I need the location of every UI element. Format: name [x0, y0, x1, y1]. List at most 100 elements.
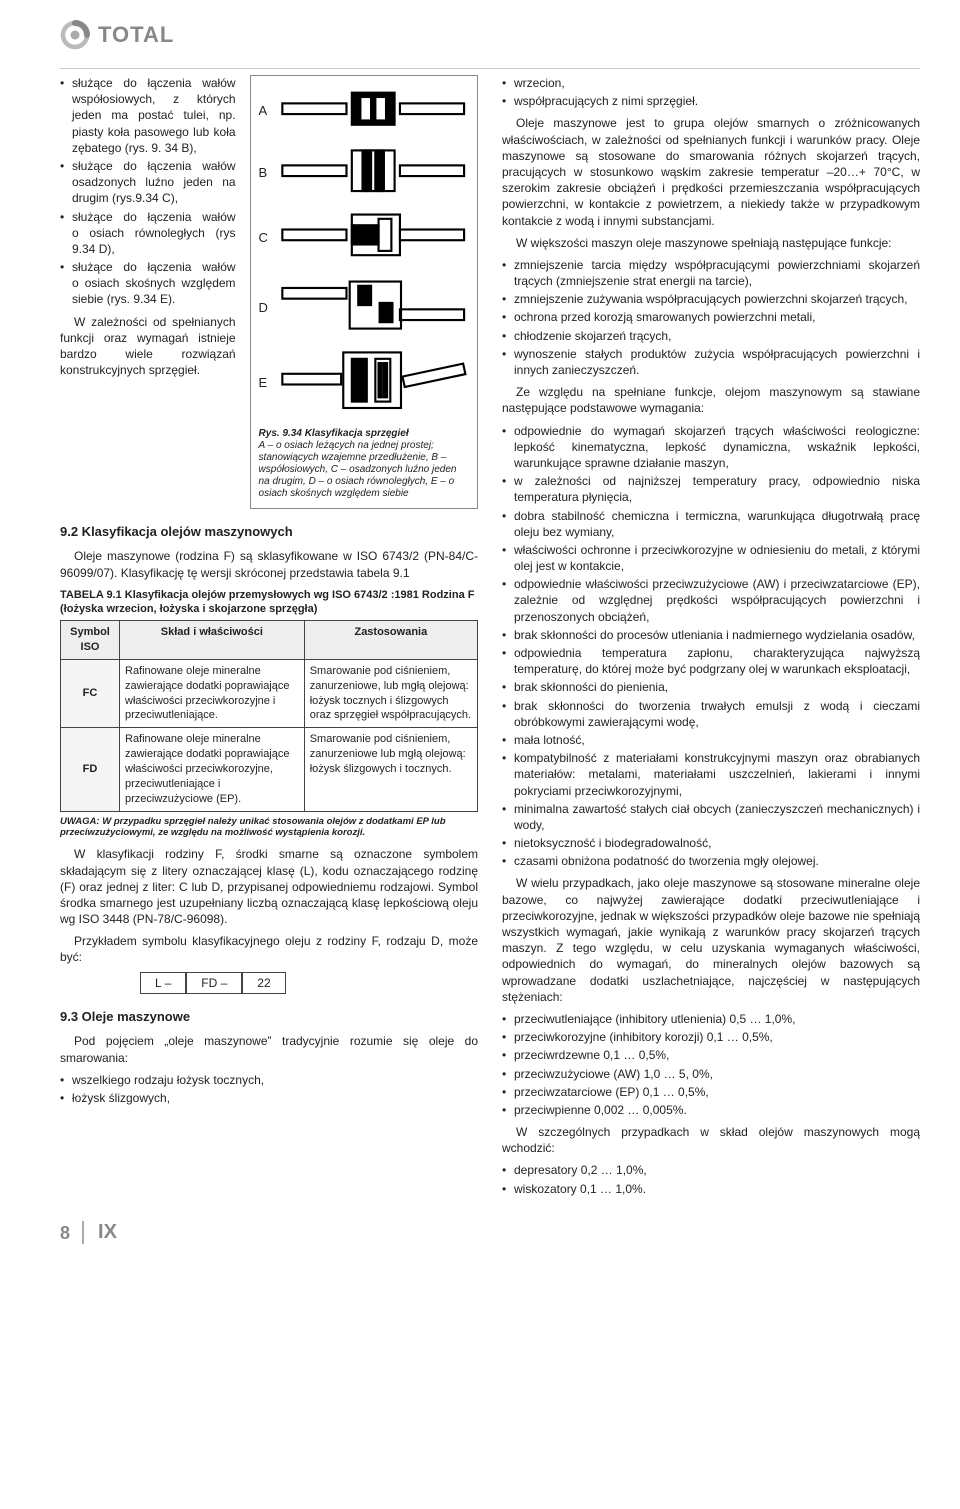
page-number: 8 [60, 1223, 70, 1244]
coupling-diagram-icon [277, 82, 469, 140]
lead-bullet: wrzecion, [502, 75, 920, 91]
th-usage: Zastosowania [304, 621, 477, 660]
function-bullet: wynoszenie stałych produktów zużycia wsp… [502, 346, 920, 378]
right-para4: W wielu przypadkach, jako oleje maszynow… [502, 875, 920, 1005]
table-9-1-title: TABELA 9.1 Klasyfikacja olejów przemysło… [60, 589, 478, 617]
coupling-diagram-icon [277, 346, 469, 420]
intro-para: W zależności od spełnianych funkcji oraz… [60, 314, 236, 379]
sec-9-3-para: Pod pojęciem „oleje maszynowe” tradycyjn… [60, 1033, 478, 1065]
requirement-bullet: minimalna zawartość stałych ciał obcych … [502, 801, 920, 833]
concentration-bullet: przeciwkorozyjne (inhibitory korozji) 0,… [502, 1029, 920, 1045]
function-bullets: zmniejszenie tarcia między współpracując… [502, 257, 920, 378]
function-bullet: chłodzenie skojarzeń trących, [502, 328, 920, 344]
table-row: FDRafinowane oleje mineralne zawierające… [61, 728, 478, 811]
extra-bullet: depresatory 0,2 … 1,0%, [502, 1162, 920, 1178]
figure-row: C [259, 206, 469, 269]
right-para2: W większości maszyn oleje maszynowe speł… [502, 235, 920, 251]
cell-composition: Rafinowane oleje mineralne zawierające d… [120, 659, 305, 727]
concentration-bullet: przeciwzatarciowe (EP) 0,1 … 0,5%, [502, 1084, 920, 1100]
coupling-diagram-icon [277, 144, 469, 202]
requirement-bullet: czasami obniżona podatność do tworzenia … [502, 853, 920, 869]
right-para1: Oleje maszynowe jest to grupa olejów sma… [502, 115, 920, 228]
requirement-bullet: nietoksyczność i biodegradowalność, [502, 835, 920, 851]
figure-label: B [259, 164, 271, 182]
figure-row: E [259, 346, 469, 420]
figure-row: B [259, 144, 469, 202]
code-fd: FD – [186, 972, 242, 994]
sec-9-2-post1: W klasyfikacji rodziny F, środki smarne … [60, 846, 478, 927]
intro-bullet: służące do łączenia wałów o osiach skośn… [60, 259, 236, 308]
cell-symbol: FC [61, 659, 120, 727]
total-orb-icon [60, 20, 90, 50]
intro-bullet: służące do łączenia wałów współosiowych,… [60, 75, 236, 156]
figure-row: A [259, 82, 469, 140]
requirement-bullet: właściwości ochronne i przeciwkorozyjne … [502, 542, 920, 574]
figure-label: A [259, 102, 271, 120]
code-22: 22 [242, 972, 285, 994]
classification-code: L – FD – 22 [140, 972, 478, 994]
table-9-1: Symbol ISO Skład i właściwości Zastosowa… [60, 620, 478, 811]
intro-bullet: służące do łączenia wałów osadzonych luź… [60, 158, 236, 207]
concentration-bullet: przeciwzużyciowe (AW) 1,0 … 5, 0%, [502, 1066, 920, 1082]
concentration-bullets: przeciwutleniające (inhibitory utlenieni… [502, 1011, 920, 1118]
left-column: służące do łączenia wałów współosiowych,… [60, 75, 478, 1203]
table-9-1-note: UWAGA: W przypadku sprzęgieł należy unik… [60, 816, 478, 839]
right-para3: Ze względu na spełniane funkcje, olejom … [502, 384, 920, 416]
figure-label: E [259, 374, 271, 392]
right-para5: W szczególnych przypadkach w skład olejó… [502, 1124, 920, 1156]
sec-9-3-bullet: wszelkiego rodzaju łożysk tocznych, [60, 1072, 478, 1088]
sec-9-3-bullets: wszelkiego rodzaju łożysk tocznych, łożys… [60, 1072, 478, 1106]
requirement-bullet: odpowiednia temperatura zapłonu, charakt… [502, 645, 920, 677]
concentration-bullet: przeciwrdzewne 0,1 … 0,5%, [502, 1047, 920, 1063]
figure-caption-title: Rys. 9.34 Klasyfikacja sprzęgieł [259, 428, 409, 439]
sec-9-3-bullet: łożysk ślizgowych, [60, 1090, 478, 1106]
sec-9-2-post2: Przykładem symbolu klasyfikacyjnego olej… [60, 933, 478, 965]
concentration-bullet: przeciwutleniające (inhibitory utlenieni… [502, 1011, 920, 1027]
function-bullet: zmniejszenie tarcia między współpracując… [502, 257, 920, 289]
requirement-bullet: odpowiednie właściwości przeciwzużyciowe… [502, 576, 920, 625]
requirement-bullets: odpowiednie do wymagań skojarzeń trących… [502, 423, 920, 870]
sec-9-2-para: Oleje maszynowe (rodzina F) są sklasyfik… [60, 548, 478, 580]
section-9-2-heading: 9.2 Klasyfikacja olejów maszynowych [60, 523, 478, 541]
code-l: L – [140, 972, 186, 994]
page-footer: 8 IX [60, 1221, 920, 1244]
brand-logo: Total [60, 20, 920, 50]
table-row: FCRafinowane oleje mineralne zawierające… [61, 659, 478, 727]
extra-bullet: wiskozatory 0,1 … 1,0%. [502, 1181, 920, 1197]
requirement-bullet: brak skłonności do tworzenia trwałych em… [502, 698, 920, 730]
cell-usage: Smarowanie pod ciśnieniem, zanurzeniowe,… [304, 659, 477, 727]
lead-bullet: współpracujących z nimi sprzęgieł. [502, 93, 920, 109]
function-bullet: zmniejszenie zużywania współpracujących … [502, 291, 920, 307]
figure-row: D [259, 273, 469, 342]
coupling-diagram-icon [277, 206, 469, 269]
figure-caption: Rys. 9.34 Klasyfikacja sprzęgieł A – o o… [259, 428, 469, 500]
right-column: wrzecion, współpracujących z nimi sprzęgi… [502, 75, 920, 1203]
requirement-bullet: brak skłonności do procesów utleniania i… [502, 627, 920, 643]
requirement-bullet: odpowiednie do wymagań skojarzeń trących… [502, 423, 920, 472]
requirement-bullet: dobra stabilność chemiczna i termiczna, … [502, 508, 920, 540]
chapter-roman: IX [82, 1221, 117, 1244]
figure-label: D [259, 299, 271, 317]
figure-label: C [259, 229, 271, 247]
figure-9-34: A B C D E Rys. 9.34 Klasyfikacja sprzęgieł A… [250, 75, 478, 509]
header-rule [60, 68, 920, 69]
cell-usage: Smarowanie pod ciśnieniem, zanurzeniowe … [304, 728, 477, 811]
cell-symbol: FD [61, 728, 120, 811]
requirement-bullet: brak skłonności do pienienia, [502, 679, 920, 695]
concentration-bullet: przeciwpienne 0,002 … 0,005%. [502, 1102, 920, 1118]
intro-bullet: służące do łączenia wałów o osiach równo… [60, 209, 236, 258]
cell-composition: Rafinowane oleje mineralne zawierające d… [120, 728, 305, 811]
brand-name: Total [98, 22, 174, 48]
th-symbol: Symbol ISO [61, 621, 120, 660]
function-bullet: ochrona przed korozją smarowanych powier… [502, 309, 920, 325]
intro-bullet-list: służące do łączenia wałów współosiowych,… [60, 75, 236, 308]
requirement-bullet: w zależności od najniższej temperatury p… [502, 473, 920, 505]
requirement-bullet: mała lotność, [502, 732, 920, 748]
section-9-3-heading: 9.3 Oleje maszynowe [60, 1008, 478, 1026]
th-composition: Skład i właściwości [120, 621, 305, 660]
extra-bullets: depresatory 0,2 … 1,0%, wiskozatory 0,1 …… [502, 1162, 920, 1196]
figure-caption-body: A – o osiach leżących na jednej prostej;… [259, 440, 457, 499]
lead-bullets: wrzecion, współpracujących z nimi sprzęgi… [502, 75, 920, 109]
requirement-bullet: kompatybilność z materiałami konstrukcyj… [502, 750, 920, 799]
coupling-diagram-icon [277, 273, 469, 342]
